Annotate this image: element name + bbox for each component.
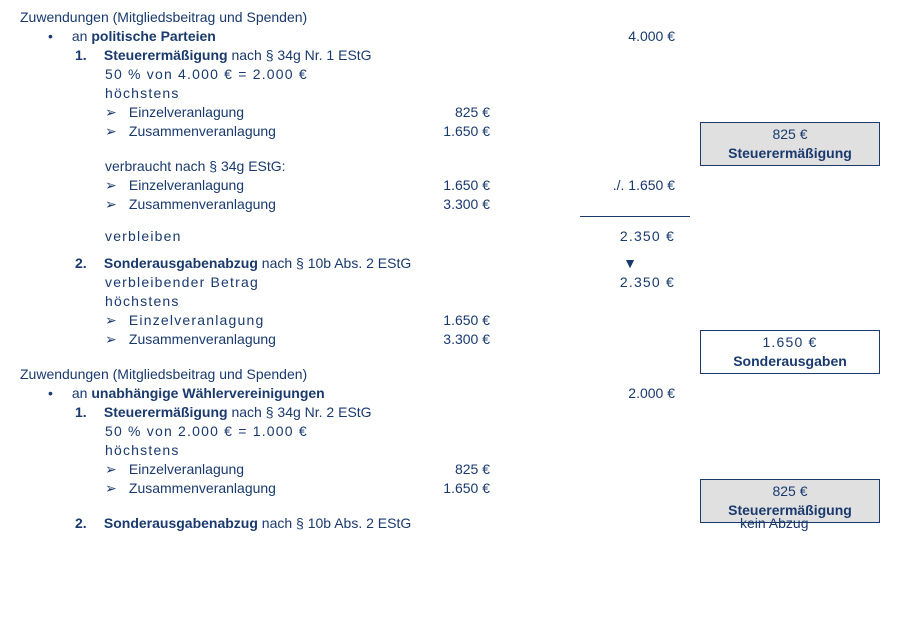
zusammen-val: 1.650 €	[420, 122, 490, 141]
arrow-icon: ➢	[105, 103, 125, 122]
s1-verbraucht-zusammen: ➢ Zusammenveranlagung 3.300 €	[20, 195, 880, 214]
kein-abzug: kein Abzug	[740, 514, 900, 533]
bullet-bold: politische Parteien	[91, 28, 215, 44]
verbleiben-text: verbleiben	[20, 228, 182, 244]
arrow-icon: ➢	[105, 479, 125, 498]
section1-amount: 4.000 €	[585, 27, 675, 46]
title-text: Zuwendungen (Mitgliedsbeitrag und Spende…	[20, 9, 307, 25]
einzel-val: 825 €	[420, 103, 490, 122]
hoechstens-text: höchstens	[20, 85, 180, 101]
s1-item1-einzel: ➢ Einzelveranlagung 825 € 825 € Steuerer…	[20, 103, 880, 122]
s1-verbraucht-einzel: ➢ Einzelveranlagung 1.650 € ./. 1.650 €	[20, 176, 880, 195]
verbraucht-einzel-val: 1.650 €	[420, 176, 490, 195]
item2-bold: Sonderausgabenabzug	[104, 255, 258, 271]
item-number: 1.	[75, 403, 100, 422]
verbraucht-zusammen-label: Zusammenveranlagung	[129, 196, 276, 212]
s1-verbleiben: verbleiben 2.350 €	[20, 227, 880, 246]
s1-item2-einzel: ➢ Einzelveranlagung 1.650 € 1.650 € Sond…	[20, 311, 880, 330]
calc-text: 50 % von 2.000 € = 1.000 €	[20, 423, 308, 439]
zusammen-val: 3.300 €	[420, 330, 490, 349]
hoechstens-text: höchstens	[20, 293, 180, 309]
s1-item2-hoechstens: höchstens	[20, 292, 880, 311]
s1-item1-title: 1. Steuerermäßigung nach § 34g Nr. 1 ESt…	[20, 46, 880, 65]
s1-item2-zusammen: ➢ Zusammenveranlagung 3.300 €	[20, 330, 880, 349]
s2-item1-hoechstens: höchstens	[20, 441, 880, 460]
verbleibender-text: verbleibender Betrag	[20, 274, 259, 290]
s1-item1-zusammen: ➢ Zusammenveranlagung 1.650 €	[20, 122, 880, 141]
title-text: Zuwendungen (Mitgliedsbeitrag und Spende…	[20, 366, 307, 382]
section2-bullet-row: • an unabhängige Wählervereinigungen 2.0…	[20, 384, 880, 403]
verbraucht-einzel-label: Einzelveranlagung	[129, 177, 244, 193]
einzel-label: Einzelveranlagung	[129, 312, 265, 328]
item-number: 2.	[75, 514, 100, 533]
einzel-val: 1.650 €	[420, 311, 490, 330]
arrow-icon: ➢	[105, 330, 125, 349]
item2-bold: Sonderausgabenabzug	[104, 515, 258, 531]
einzel-label: Einzelveranlagung	[129, 461, 244, 477]
s2-item1-einzel: ➢ Einzelveranlagung 825 € 825 € Steuerer…	[20, 460, 880, 479]
section2-title: Zuwendungen (Mitgliedsbeitrag und Spende…	[20, 365, 880, 384]
arrow-icon: ➢	[105, 460, 125, 479]
zusammen-label: Zusammenveranlagung	[129, 331, 276, 347]
bullet-prefix: an	[72, 385, 91, 401]
verbleibender-val: 2.350 €	[585, 273, 675, 292]
item1-bold: Steuerermäßigung	[104, 404, 228, 420]
bullet-bold: unabhängige Wählervereinigungen	[91, 385, 324, 401]
down-arrow-icon: ▼	[585, 254, 675, 273]
item-number: 2.	[75, 254, 100, 273]
bullet-icon: •	[48, 27, 68, 46]
s2-item1-title: 1. Steuerermäßigung nach § 34g Nr. 2 ESt…	[20, 403, 880, 422]
arrow-icon: ➢	[105, 176, 125, 195]
s2-item1-calc: 50 % von 2.000 € = 1.000 €	[20, 422, 880, 441]
item2-rest: nach § 10b Abs. 2 EStG	[258, 515, 411, 531]
verbraucht-text: verbraucht nach § 34g EStG:	[20, 158, 286, 174]
s1-item2-title: 2. Sonderausgabenabzug nach § 10b Abs. 2…	[20, 254, 880, 273]
verbraucht-einzel-right: ./. 1.650 €	[585, 176, 675, 195]
calc-text: 50 % von 4.000 € = 2.000 €	[20, 66, 308, 82]
s2-item1-zusammen: ➢ Zusammenveranlagung 1.650 €	[20, 479, 880, 498]
item1-bold: Steuerermäßigung	[104, 47, 228, 63]
item2-rest: nach § 10b Abs. 2 EStG	[258, 255, 411, 271]
verbleiben-val: 2.350 €	[585, 227, 675, 246]
section1-bullet-row: • an politische Parteien 4.000 €	[20, 27, 880, 46]
einzel-label: Einzelveranlagung	[129, 104, 244, 120]
arrow-icon: ➢	[105, 195, 125, 214]
underline	[580, 216, 690, 217]
bullet-prefix: an	[72, 28, 91, 44]
item-number: 1.	[75, 46, 100, 65]
arrow-icon: ➢	[105, 122, 125, 141]
arrow-icon: ➢	[105, 311, 125, 330]
item1-rest: nach § 34g Nr. 2 EStG	[228, 404, 372, 420]
verbraucht-zusammen-val: 3.300 €	[420, 195, 490, 214]
s1-verbraucht: verbraucht nach § 34g EStG:	[20, 157, 880, 176]
section2-amount: 2.000 €	[585, 384, 675, 403]
s1-item1-hoechstens: höchstens	[20, 84, 880, 103]
zusammen-val: 1.650 €	[420, 479, 490, 498]
s2-item2-title: 2. Sonderausgabenabzug nach § 10b Abs. 2…	[20, 514, 880, 533]
hoechstens-text: höchstens	[20, 442, 180, 458]
s1-item2-verbleibender: verbleibender Betrag 2.350 €	[20, 273, 880, 292]
zusammen-label: Zusammenveranlagung	[129, 480, 276, 496]
s1-item1-calc: 50 % von 4.000 € = 2.000 €	[20, 65, 880, 84]
bullet-icon: •	[48, 384, 68, 403]
zusammen-label: Zusammenveranlagung	[129, 123, 276, 139]
item1-rest: nach § 34g Nr. 1 EStG	[228, 47, 372, 63]
einzel-val: 825 €	[420, 460, 490, 479]
section1-title: Zuwendungen (Mitgliedsbeitrag und Spende…	[20, 8, 880, 27]
